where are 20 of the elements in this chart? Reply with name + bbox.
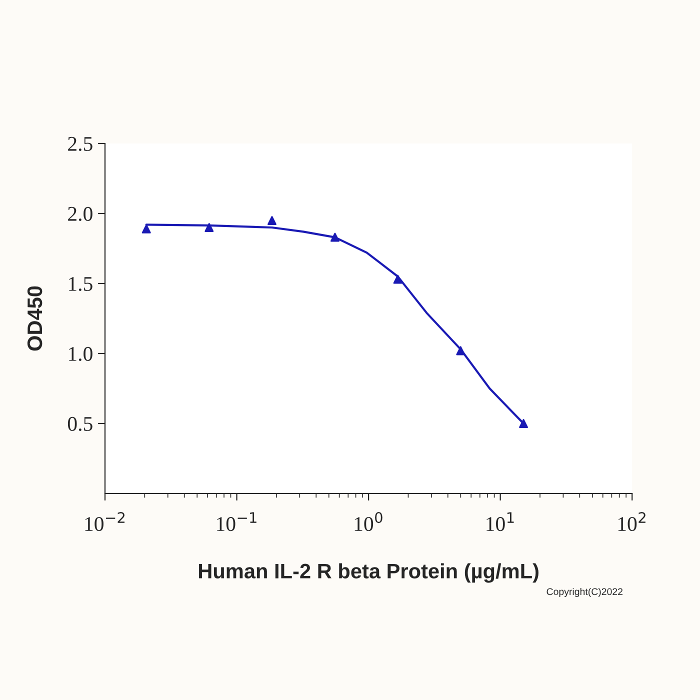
y-tick-label: 1.0 [68,346,92,362]
point [456,346,466,356]
y-tick-label: 2.0 [68,206,92,222]
y-tick-label: 1.5 [68,276,92,292]
point [393,274,402,284]
x-tick-label: 10$^{0}$ [354,512,382,532]
y-axis-title: OD450 [27,286,42,351]
point [519,419,528,428]
x-tick-label: 10$^{−2}$ [85,512,125,532]
x-tick-label: 10$^{2}$ [618,512,646,532]
point [204,223,214,232]
x-tick-label: 10$^{−1}$ [217,512,256,532]
x-axis-title: Human IL-2 R beta Protein (µg/mL) [199,563,538,583]
text: Copyright(C)2022 [546,588,623,598]
x-tick-label: 10$^{1}$ [486,512,514,532]
y-tick-label: 2.5 [68,136,92,152]
point [267,216,276,225]
point [142,224,151,234]
y-tick-label: 0.5 [68,416,92,432]
point [330,232,340,242]
